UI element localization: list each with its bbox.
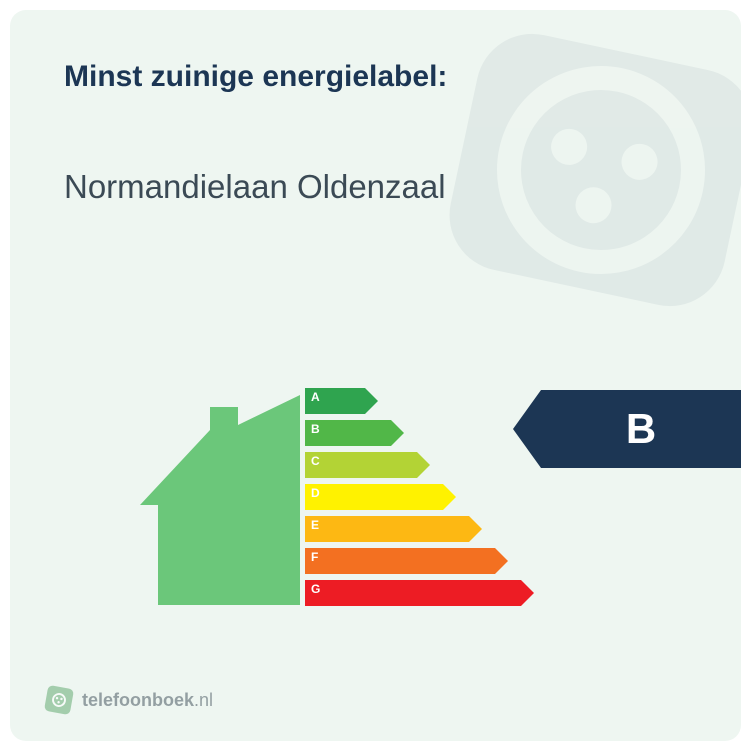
footer-brand: telefoonboek.nl: [82, 690, 213, 711]
energy-bar-row: D: [305, 484, 521, 510]
footer: telefoonboek.nl: [46, 687, 213, 713]
bar-arrowhead: [391, 420, 404, 446]
address-line: Normandielaan Oldenzaal: [64, 168, 446, 206]
energy-bar: E: [305, 516, 469, 542]
energy-bar: A: [305, 388, 365, 414]
selected-label-badge: B: [541, 390, 741, 468]
footer-tld: .nl: [194, 690, 213, 710]
bar-arrowhead: [365, 388, 378, 414]
selected-letter: B: [626, 405, 656, 453]
watermark-icon: [401, 10, 741, 370]
energy-bar-label: G: [311, 582, 320, 596]
energy-bar-row: C: [305, 452, 521, 478]
energy-bars: A B C D E F G: [305, 388, 521, 612]
energy-bar-row: F: [305, 548, 521, 574]
energy-bar-row: E: [305, 516, 521, 542]
energy-bar-label: C: [311, 454, 320, 468]
energy-bar-row: G: [305, 580, 521, 606]
energy-bar: B: [305, 420, 391, 446]
energy-bar-label: E: [311, 518, 319, 532]
bar-arrowhead: [443, 484, 456, 510]
bar-arrowhead: [469, 516, 482, 542]
energy-bar: C: [305, 452, 417, 478]
bar-arrowhead: [495, 548, 508, 574]
energy-bar-row: A: [305, 388, 521, 414]
energy-bar-label: B: [311, 422, 320, 436]
energy-bar: F: [305, 548, 495, 574]
energy-label-card: Minst zuinige energielabel: Normandielaa…: [10, 10, 741, 741]
footer-logo-icon: [44, 685, 74, 715]
energy-bar-label: A: [311, 390, 320, 404]
bar-arrowhead: [417, 452, 430, 478]
card-title: Minst zuinige energielabel:: [64, 60, 447, 94]
house-icon: [140, 395, 300, 605]
energy-bar-label: D: [311, 486, 320, 500]
energy-bar: D: [305, 484, 443, 510]
badge-arrow-notch: [513, 390, 541, 468]
energy-bar-row: B: [305, 420, 521, 446]
energy-bar-label: F: [311, 550, 318, 564]
footer-brand-name: telefoonboek: [82, 690, 194, 710]
energy-bar: G: [305, 580, 521, 606]
bar-arrowhead: [521, 580, 534, 606]
